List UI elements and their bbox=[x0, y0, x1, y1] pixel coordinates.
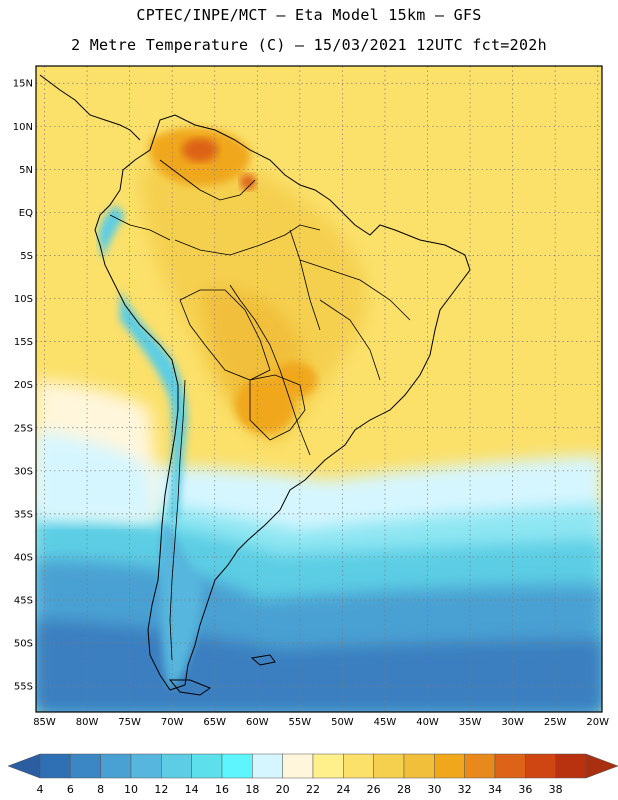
lat-label: 55S bbox=[14, 682, 33, 693]
zone-pacific-light bbox=[36, 430, 155, 520]
coastlines bbox=[39, 74, 471, 696]
lon-label: 55W bbox=[289, 717, 312, 728]
border-bolivia bbox=[179, 289, 271, 381]
colorbar-label: 28 bbox=[397, 783, 411, 796]
lat-label: 20S bbox=[14, 380, 33, 391]
colorbar-swatch bbox=[373, 753, 405, 779]
latitude-labels: 15N 10N 5N EQ 5S 10S 15S 20S 25S 30S 35S 40S 45S 50S 5… bbox=[13, 79, 33, 693]
temperature-field bbox=[36, 66, 602, 712]
colorbar-label: 14 bbox=[185, 783, 199, 796]
colorbar-swatch bbox=[39, 753, 71, 779]
lat-label: 15S bbox=[14, 337, 33, 348]
colorbar-swatch bbox=[252, 753, 283, 779]
colorbar-swatch bbox=[494, 753, 526, 779]
colorbar-label: 16 bbox=[215, 783, 229, 796]
lon-label: 60W bbox=[246, 717, 269, 728]
colorbar-swatch bbox=[191, 753, 223, 779]
colorbar-swatch bbox=[161, 753, 192, 779]
lon-label: 65W bbox=[203, 717, 226, 728]
colorbar-swatch bbox=[70, 753, 101, 779]
central-america-coast bbox=[39, 74, 141, 141]
colorbar-label: 24 bbox=[336, 783, 350, 796]
lon-label: 20W bbox=[586, 717, 609, 728]
colorbar-label: 26 bbox=[367, 783, 381, 796]
zone-patagonia-cool bbox=[159, 520, 202, 690]
colorbar-over-arrow bbox=[585, 753, 618, 779]
lon-label: 30W bbox=[501, 717, 524, 728]
colorbar-label: 36 bbox=[518, 783, 532, 796]
zone-andes-central-cold bbox=[120, 290, 187, 520]
colorbar-label: 6 bbox=[67, 783, 74, 796]
border-brazil-south bbox=[229, 284, 311, 456]
lon-label: 80W bbox=[76, 717, 99, 728]
colorbar-swatch bbox=[312, 753, 344, 779]
colorbar-label: 32 bbox=[458, 783, 472, 796]
colorbar-label: 34 bbox=[488, 783, 502, 796]
lon-label: 45W bbox=[374, 717, 397, 728]
border-brazil-states bbox=[289, 229, 411, 381]
border-peru-colombia bbox=[109, 214, 171, 241]
lon-label: 70W bbox=[161, 717, 184, 728]
lon-label: 85W bbox=[33, 717, 56, 728]
colorbar-label: 38 bbox=[549, 783, 563, 796]
lon-label: 75W bbox=[118, 717, 141, 728]
lat-label: 30S bbox=[14, 466, 33, 477]
zone-guyana-hotspot bbox=[240, 174, 256, 190]
colorbar-swatch bbox=[464, 753, 496, 779]
colorbar-label: 8 bbox=[97, 783, 104, 796]
zone-pantanal-hot bbox=[273, 362, 317, 398]
border-argentina-chile bbox=[169, 379, 186, 661]
country-borders bbox=[109, 159, 411, 661]
lon-label: 35W bbox=[459, 717, 482, 728]
border-paraguay bbox=[249, 374, 306, 441]
south-america-coastline bbox=[94, 114, 471, 691]
lat-label: 15N bbox=[13, 79, 33, 90]
colorbar-swatch bbox=[555, 753, 587, 779]
map-title: CPTEC/INPE/MCT – Eta Model 15km – GFS bbox=[136, 6, 482, 24]
longitude-labels: 85W 80W 75W 70W 65W 60W 55W 50W 45W 40W 35W 30W 25W 2… bbox=[33, 717, 609, 728]
colorbar-label: 18 bbox=[245, 783, 259, 796]
lon-label: 50W bbox=[331, 717, 354, 728]
lat-label: 40S bbox=[14, 552, 33, 563]
colorbar-swatch bbox=[221, 753, 253, 779]
lat-label: 25S bbox=[14, 423, 33, 434]
border-brazil-west bbox=[174, 224, 321, 256]
colorbar-swatch bbox=[282, 753, 314, 779]
lat-label: 50S bbox=[14, 639, 33, 650]
colorbar-label: 20 bbox=[276, 783, 290, 796]
colorbar-label: 12 bbox=[154, 783, 168, 796]
lat-label: 45S bbox=[14, 596, 33, 607]
lon-label: 25W bbox=[544, 717, 567, 728]
lat-label: 10S bbox=[14, 294, 33, 305]
colorbar-swatch bbox=[343, 753, 374, 779]
colorbar-swatch bbox=[434, 753, 465, 779]
colorbar-label: 30 bbox=[427, 783, 441, 796]
tierra-del-fuego bbox=[168, 679, 212, 696]
border-venezuela bbox=[159, 159, 256, 201]
map-frame bbox=[35, 65, 603, 713]
colorbar-swatch bbox=[403, 753, 435, 779]
colorbar-label: 22 bbox=[306, 783, 320, 796]
lat-label: 5S bbox=[20, 251, 33, 262]
lat-label: 35S bbox=[14, 509, 33, 520]
colorbar-under-arrow bbox=[7, 753, 41, 779]
colorbar-label: 10 bbox=[124, 783, 138, 796]
colorbar-swatch bbox=[525, 753, 556, 779]
map-subtitle: 2 Metre Temperature (C) – 15/03/2021 12U… bbox=[71, 36, 547, 54]
colorbar: 4 6 8 10 12 14 16 18 20 22 24 26 28 30 32 34 36 38 bbox=[7, 753, 618, 796]
zone-andes-north-cold bbox=[98, 205, 125, 260]
colorbar-swatch bbox=[100, 753, 132, 779]
lat-label: 5N bbox=[19, 165, 33, 176]
falklands bbox=[250, 654, 276, 666]
lat-label: 10N bbox=[13, 122, 33, 133]
colorbar-swatch bbox=[130, 753, 162, 779]
zone-venezuela-hotspot bbox=[182, 138, 218, 162]
lat-label: EQ bbox=[19, 208, 33, 219]
colorbar-label: 4 bbox=[37, 783, 44, 796]
lon-label: 40W bbox=[416, 717, 439, 728]
